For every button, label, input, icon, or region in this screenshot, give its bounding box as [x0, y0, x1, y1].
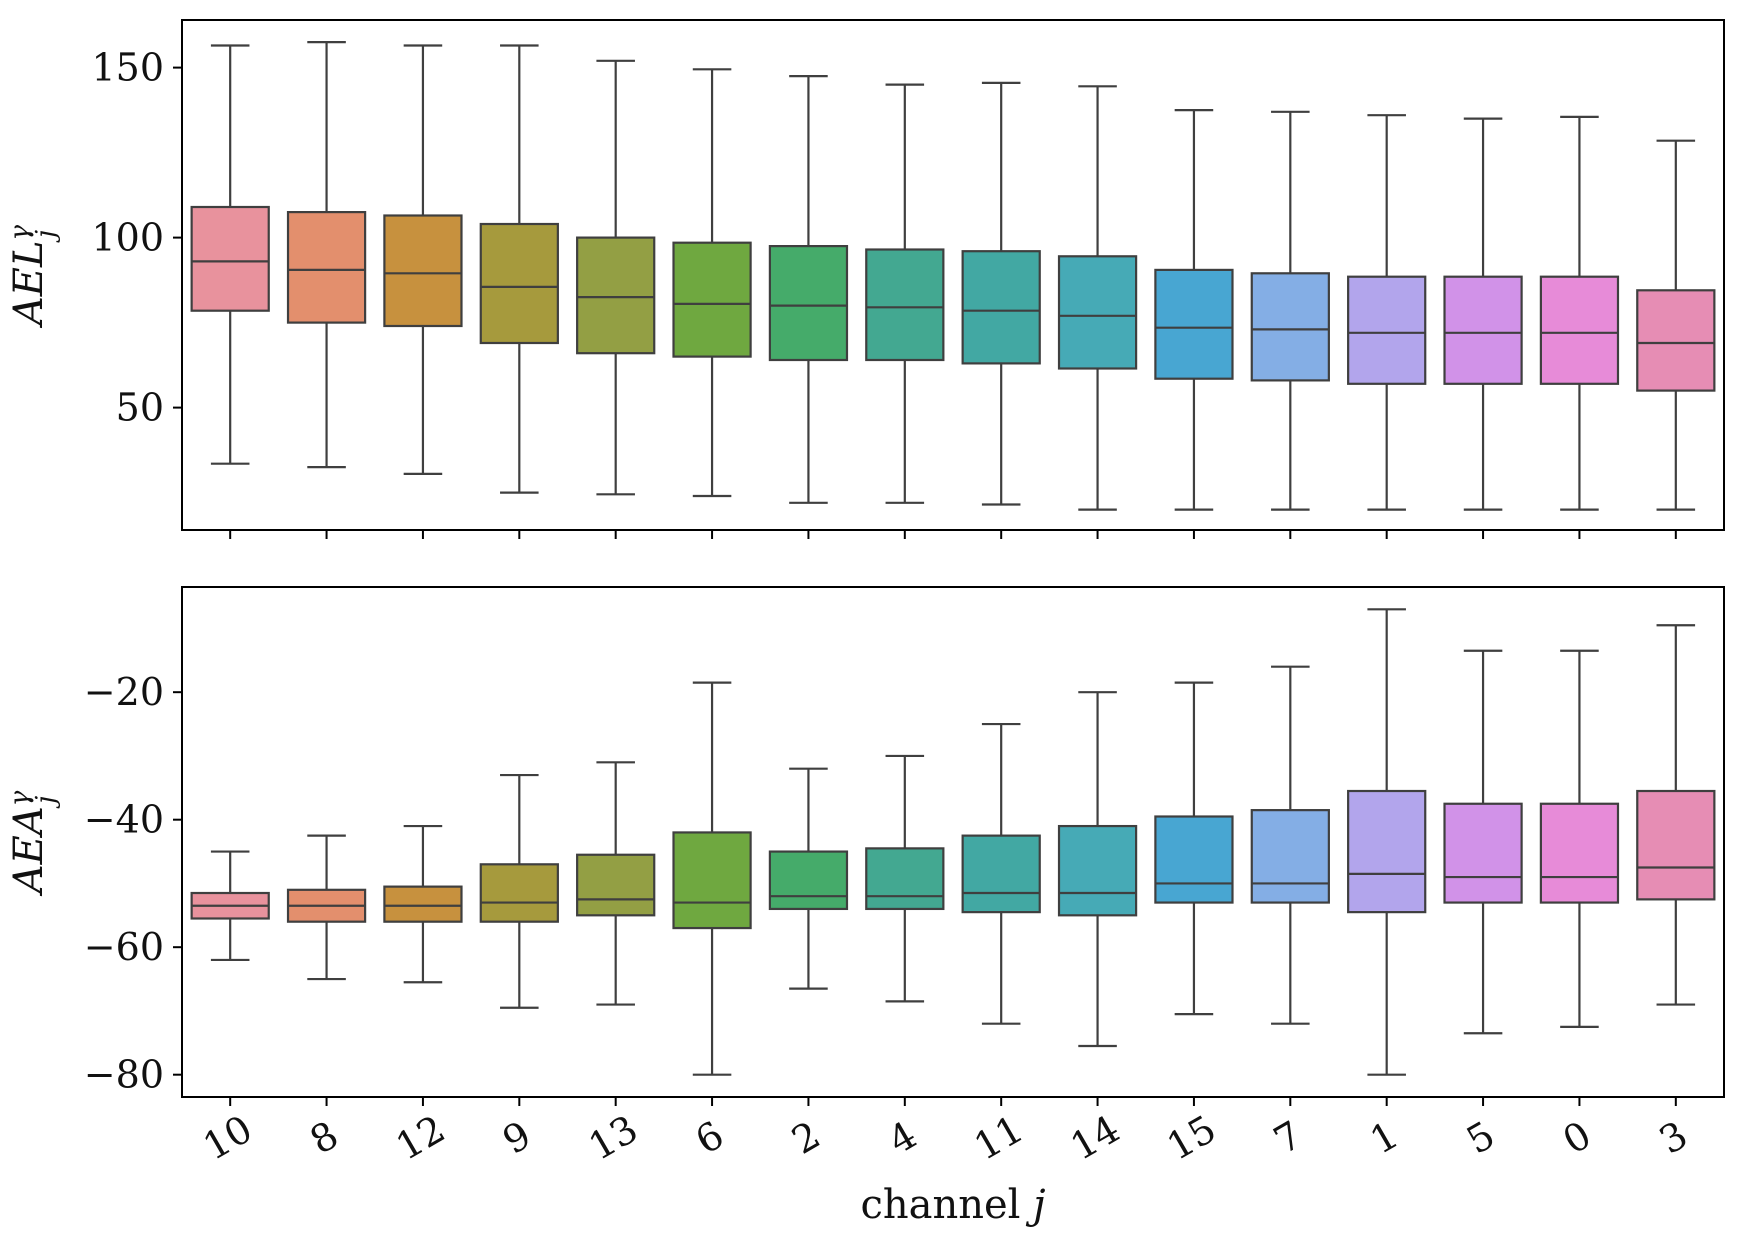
box-body: [672, 241, 752, 358]
box-body: [1347, 789, 1427, 914]
x-tick-label: 15: [1159, 1107, 1223, 1169]
box-12: [383, 44, 463, 475]
panel-ael: 50 100 150 AELγj: [5, 19, 1725, 539]
box-15: [1154, 681, 1234, 1016]
y-tick-label: 150: [91, 46, 164, 90]
box-body: [961, 834, 1041, 914]
x-tick-label: 10: [196, 1107, 260, 1169]
box-8: [286, 40, 367, 469]
box-9: [479, 773, 559, 1009]
box-body: [1154, 815, 1234, 904]
x-tick-label: 11: [967, 1107, 1031, 1169]
y-tick-label: 100: [91, 216, 164, 260]
box-body: [1250, 272, 1330, 382]
box-2: [768, 767, 849, 990]
box-1: [1347, 608, 1427, 1076]
box-9: [479, 44, 559, 494]
x-tick-label: 9: [495, 1113, 538, 1163]
y-tick-label: 50: [116, 386, 164, 430]
box-body: [865, 248, 945, 362]
box-6: [672, 681, 752, 1076]
axes-frame: [181, 19, 1725, 531]
y-tick-label: −20: [84, 670, 164, 714]
x-tick-label: 7: [1266, 1113, 1309, 1163]
box-10: [190, 850, 270, 962]
y-axis-label: AEAγj: [5, 790, 61, 897]
box-body: [1443, 802, 1523, 904]
x-axis-label: channel j: [860, 1182, 1045, 1228]
x-tick-label: 14: [1063, 1107, 1127, 1169]
box-0: [1539, 115, 1620, 511]
box-0: [1539, 649, 1620, 1028]
box-13: [576, 761, 656, 1006]
box-1: [1347, 114, 1427, 511]
box-3: [1636, 624, 1716, 1006]
box-body: [1539, 802, 1620, 904]
box-14: [1057, 691, 1138, 1048]
y-tick-label: −60: [84, 925, 164, 969]
box-body: [961, 250, 1041, 365]
y-axis-label: AELγj: [5, 224, 61, 329]
box-7: [1250, 665, 1330, 1025]
box-14: [1057, 85, 1138, 511]
box-3: [1636, 139, 1716, 511]
box-body: [383, 885, 463, 923]
box-body: [1347, 275, 1427, 385]
box-4: [865, 83, 945, 504]
box-11: [961, 722, 1041, 1025]
box-body: [479, 222, 559, 345]
x-tick-label: 5: [1459, 1113, 1502, 1163]
x-tick-label: 3: [1652, 1113, 1695, 1163]
box-body: [1539, 275, 1620, 385]
box-5: [1443, 649, 1523, 1035]
axes-frame: [181, 586, 1725, 1098]
box-4: [865, 754, 945, 1003]
box-body: [768, 850, 849, 911]
box-body: [190, 205, 270, 312]
x-tick-label: 8: [303, 1113, 346, 1163]
y-tick-label: −40: [84, 798, 164, 842]
x-tick-label: 12: [388, 1107, 452, 1169]
box-body: [479, 863, 559, 923]
x-tick-label: 4: [881, 1113, 924, 1163]
box-body: [768, 245, 849, 362]
y-tick-label: −80: [84, 1053, 164, 1097]
box-6: [672, 68, 752, 498]
box-body: [1154, 268, 1234, 380]
box-body: [576, 853, 656, 917]
box-10: [190, 44, 270, 465]
box-body: [672, 831, 752, 930]
box-body: [1636, 789, 1716, 901]
box-body: [383, 214, 463, 328]
box-8: [286, 834, 367, 981]
x-tick-label: 13: [581, 1107, 645, 1169]
x-tick-label: 1: [1363, 1113, 1406, 1163]
box-body: [286, 211, 367, 324]
box-body: [1636, 289, 1716, 392]
box-body: [1057, 255, 1138, 370]
box-2: [768, 74, 849, 504]
x-tick-label: 2: [784, 1113, 827, 1163]
x-tick-label: 0: [1555, 1113, 1598, 1163]
box-body: [1443, 275, 1523, 385]
box-15: [1154, 108, 1234, 511]
box-11: [961, 81, 1041, 506]
box-12: [383, 824, 463, 984]
x-tick-label: 6: [688, 1113, 731, 1163]
x-axis-title: channel j: [860, 1182, 1045, 1228]
box-body: [1057, 824, 1138, 917]
box-7: [1250, 110, 1330, 511]
box-13: [576, 59, 656, 496]
box-body: [865, 847, 945, 911]
box-body: [576, 236, 656, 355]
box-body: [1250, 809, 1330, 904]
box-5: [1443, 117, 1523, 511]
